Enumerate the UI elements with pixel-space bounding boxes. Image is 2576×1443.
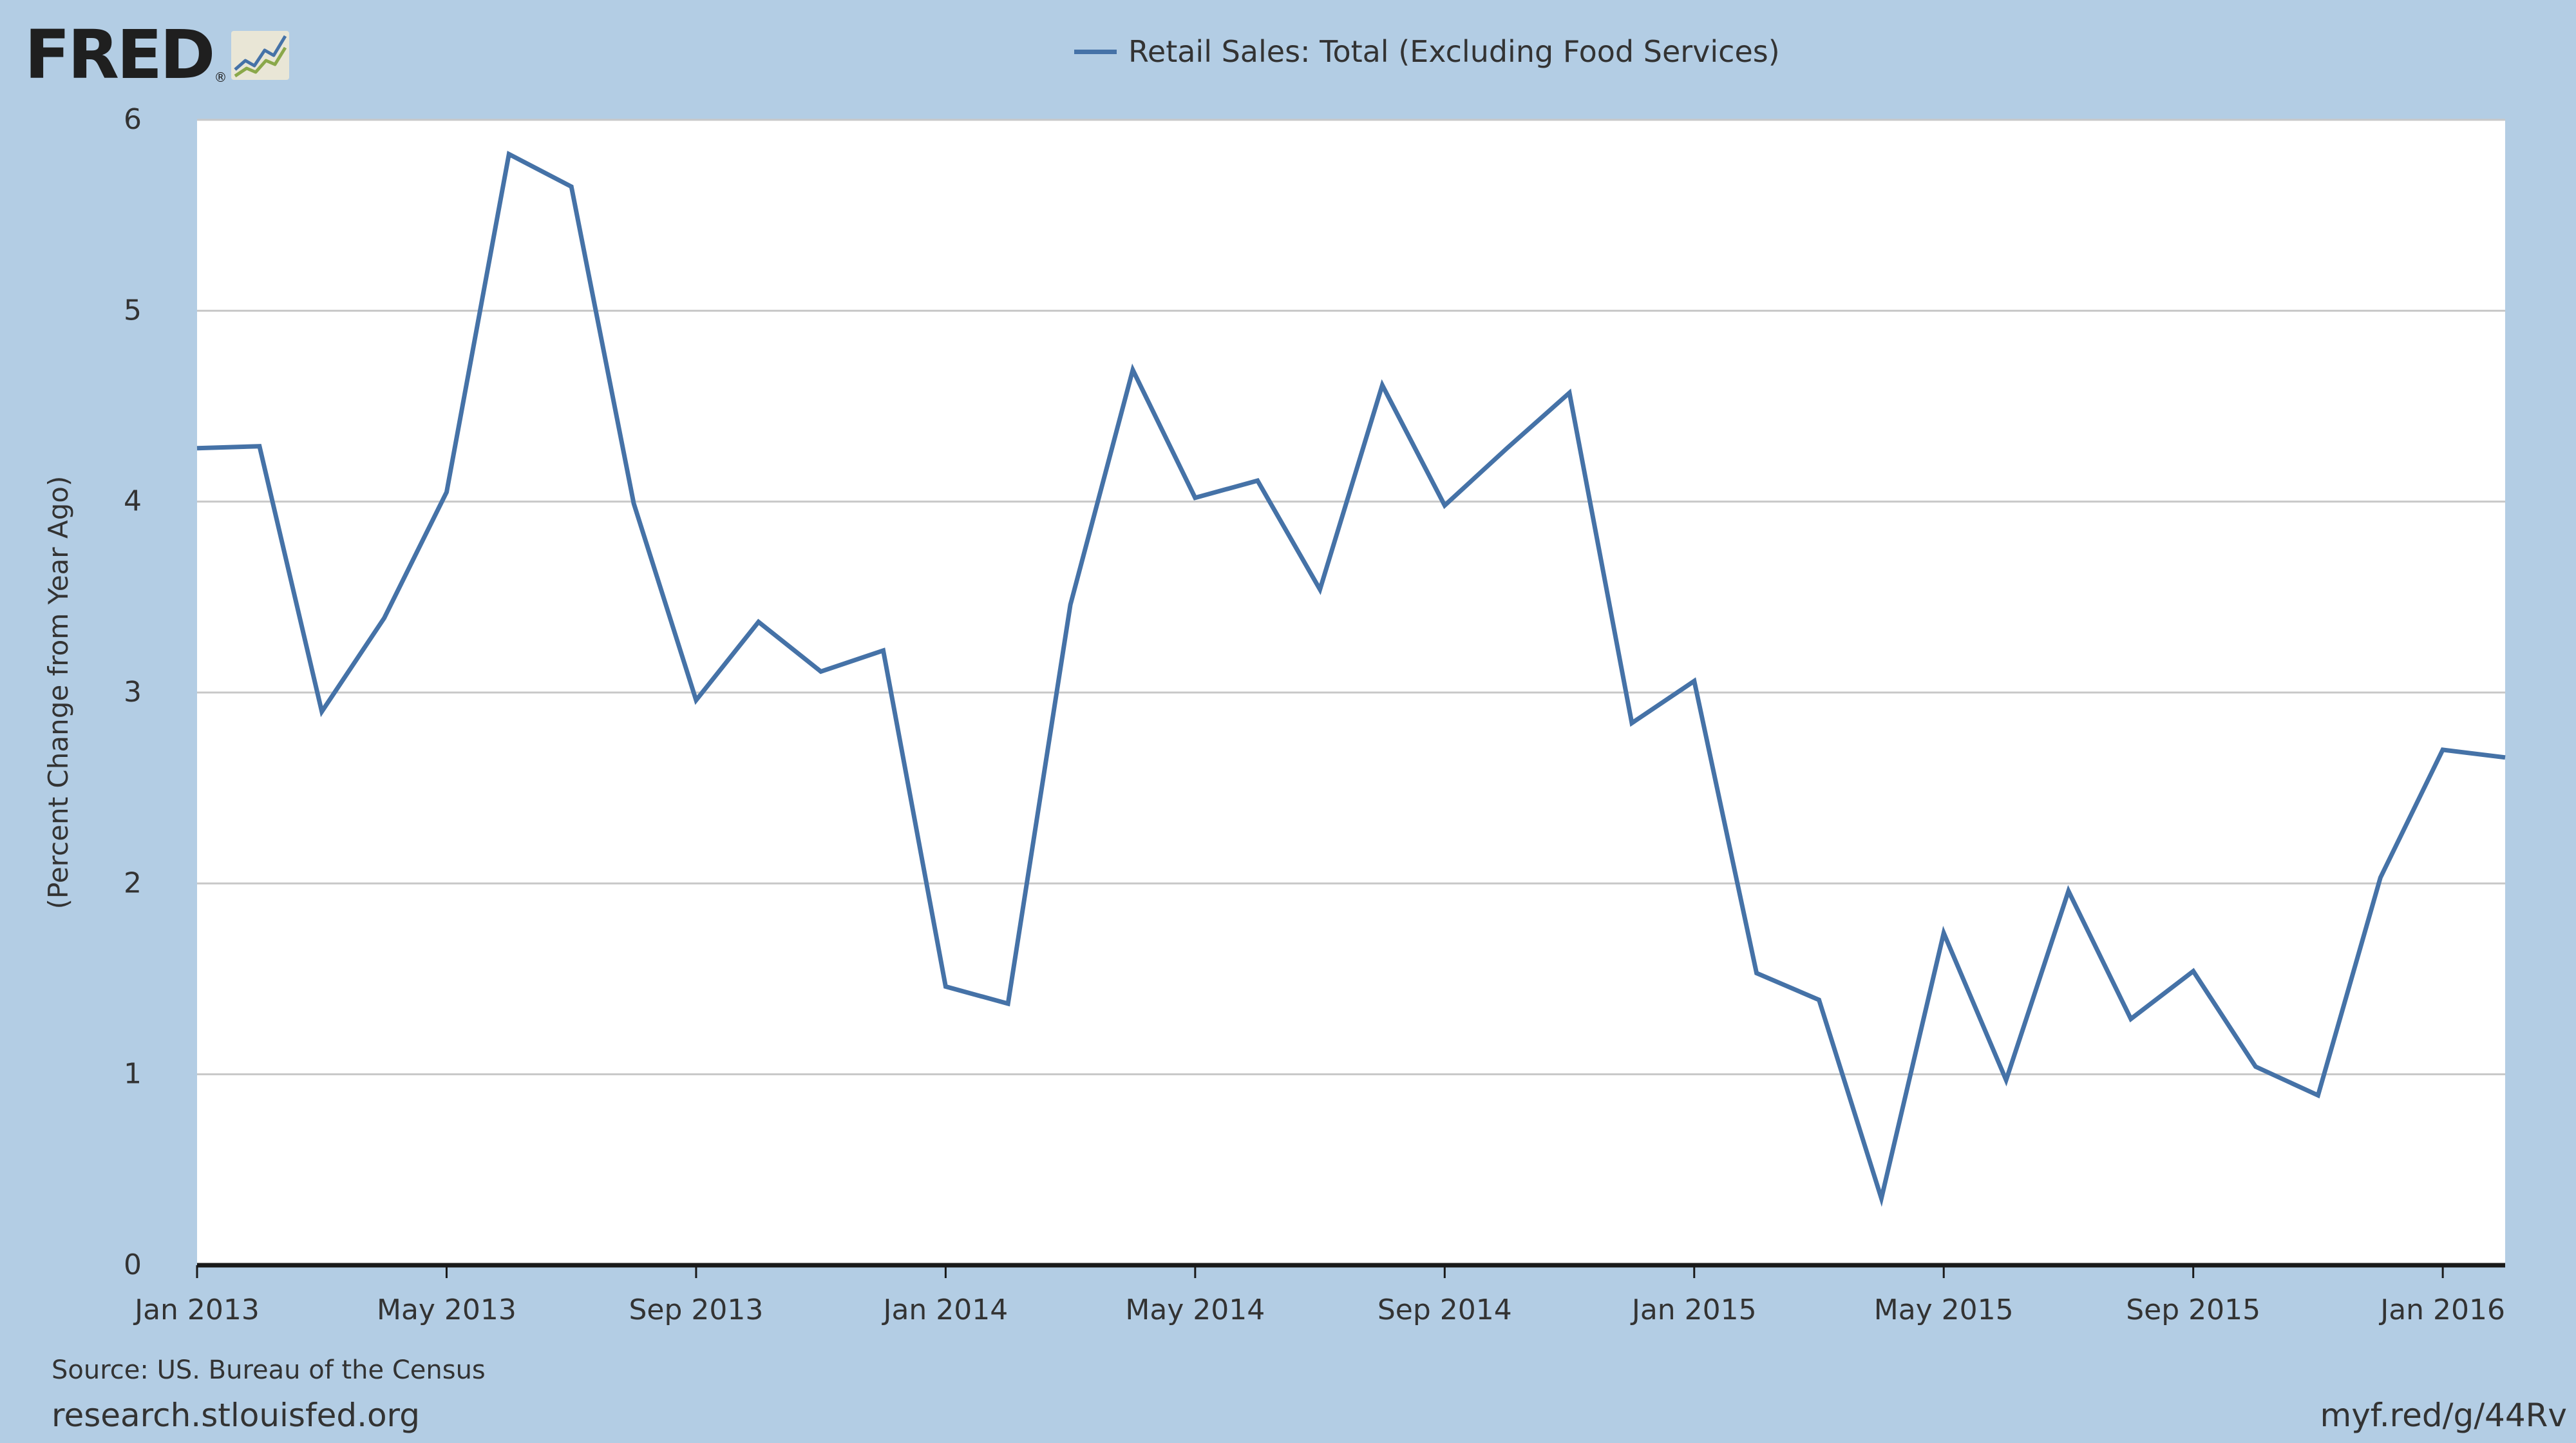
data-point[interactable] [999, 995, 1017, 1013]
data-point[interactable] [1061, 596, 1079, 614]
data-point[interactable] [1186, 489, 1204, 507]
y-tick-label: 0 [124, 1248, 142, 1281]
data-point[interactable] [562, 178, 580, 196]
chart-legend[interactable]: Retail Sales: Total (Excluding Food Serv… [1074, 33, 1780, 70]
data-point[interactable] [1560, 384, 1578, 402]
data-point[interactable] [1748, 964, 1766, 982]
data-point[interactable] [875, 642, 893, 660]
data-point[interactable] [687, 691, 705, 709]
data-point[interactable] [2122, 1010, 2140, 1028]
x-tick-label: Jan 2013 [133, 1294, 260, 1326]
data-point[interactable] [1435, 497, 1454, 515]
x-tick-label: Sep 2015 [2126, 1294, 2260, 1326]
data-point[interactable] [750, 613, 768, 631]
x-tick-label: Jan 2014 [881, 1294, 1008, 1326]
data-point[interactable] [437, 483, 455, 501]
x-tick-label: Sep 2013 [629, 1294, 763, 1326]
series-layer [188, 145, 2514, 1207]
data-point[interactable] [2371, 868, 2389, 886]
data-point[interactable] [1311, 580, 1329, 598]
data-point[interactable] [2309, 1086, 2327, 1104]
y-axis-title: (Percent Change from Year Ago) [43, 476, 74, 910]
data-point[interactable] [188, 439, 206, 457]
x-axis: Jan 2013 May 2013 Sep 2013 Jan 2014 May 2014… [133, 1263, 2505, 1326]
legend-swatch [1074, 49, 1117, 54]
x-tick-label: Sep 2014 [1378, 1294, 1512, 1326]
data-point[interactable] [2060, 882, 2078, 900]
data-point[interactable] [625, 495, 643, 513]
data-point[interactable] [2247, 1058, 2265, 1076]
data-point[interactable] [1935, 924, 1953, 942]
source-note: Source: US. Bureau of the Census [52, 1355, 486, 1385]
y-tick-label: 4 [124, 485, 142, 518]
x-tick-label: Jan 2016 [2378, 1294, 2505, 1326]
data-point[interactable] [2184, 962, 2202, 980]
x-tick-label: May 2013 [377, 1294, 516, 1326]
fred-logo[interactable]: FRED ® [24, 19, 292, 90]
data-point[interactable] [2434, 741, 2452, 759]
research-site-link[interactable]: research.stlouisfed.org [52, 1397, 420, 1434]
y-tick-label: 1 [124, 1058, 142, 1091]
data-point[interactable] [1997, 1071, 2015, 1089]
data-point[interactable] [251, 437, 269, 455]
data-point[interactable] [1498, 439, 1516, 457]
y-tick-label: 2 [124, 866, 142, 899]
y-tick-label: 5 [124, 294, 142, 327]
legend-series-label: Retail Sales: Total (Excluding Food Serv… [1128, 34, 1780, 69]
data-point[interactable] [1124, 361, 1142, 379]
x-tick-label: Jan 2015 [1630, 1294, 1757, 1326]
data-point[interactable] [1623, 714, 1641, 732]
y-axis: 0 1 2 3 4 5 6 [124, 103, 142, 1281]
data-point[interactable] [1373, 376, 1391, 394]
y-tick-label: 6 [124, 103, 142, 136]
short-link[interactable]: myf.red/g/44Rv [2320, 1397, 2568, 1434]
x-tick-label: May 2015 [1874, 1294, 2014, 1326]
data-point[interactable] [1810, 991, 1828, 1009]
grid-lines [197, 119, 2505, 1076]
y-tick-label: 3 [124, 676, 142, 709]
data-point[interactable] [2496, 749, 2514, 767]
data-point[interactable] [812, 662, 830, 680]
series-line[interactable] [196, 151, 2506, 1207]
data-point[interactable] [375, 609, 393, 627]
registered-mark: ® [214, 70, 227, 85]
data-point[interactable] [1249, 472, 1267, 490]
data-point[interactable] [500, 145, 518, 163]
data-point[interactable] [936, 977, 954, 995]
chart-trend-icon [231, 31, 289, 80]
data-point[interactable] [1685, 672, 1703, 690]
fred-logo-text: FRED [24, 15, 215, 94]
data-point[interactable] [313, 703, 331, 721]
data-point[interactable] [1872, 1189, 1890, 1207]
x-tick-label: May 2014 [1125, 1294, 1265, 1326]
